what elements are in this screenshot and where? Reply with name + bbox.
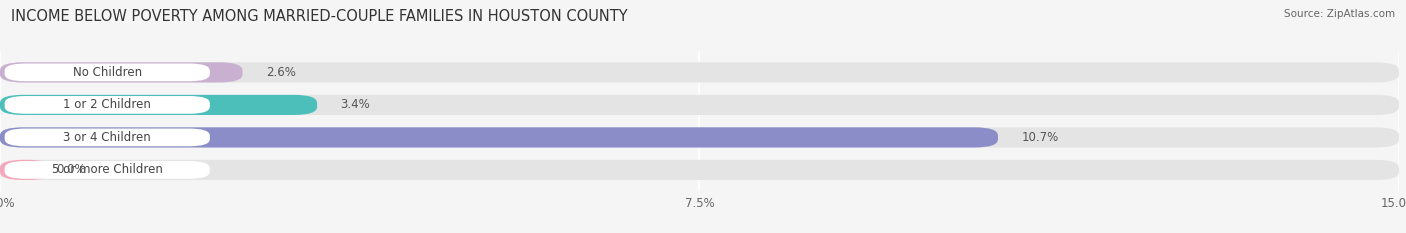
FancyBboxPatch shape [0,95,318,115]
FancyBboxPatch shape [4,64,209,81]
Text: 0.0%: 0.0% [56,163,86,176]
Text: 3.4%: 3.4% [340,98,370,111]
FancyBboxPatch shape [0,127,1399,147]
FancyBboxPatch shape [4,129,209,146]
FancyBboxPatch shape [0,62,242,82]
Text: INCOME BELOW POVERTY AMONG MARRIED-COUPLE FAMILIES IN HOUSTON COUNTY: INCOME BELOW POVERTY AMONG MARRIED-COUPL… [11,9,628,24]
Text: 10.7%: 10.7% [1021,131,1059,144]
FancyBboxPatch shape [0,160,1399,180]
Text: Source: ZipAtlas.com: Source: ZipAtlas.com [1284,9,1395,19]
FancyBboxPatch shape [0,127,998,147]
Text: 2.6%: 2.6% [266,66,295,79]
Text: 3 or 4 Children: 3 or 4 Children [63,131,150,144]
FancyBboxPatch shape [4,96,209,114]
Text: No Children: No Children [73,66,142,79]
FancyBboxPatch shape [0,62,1399,82]
FancyBboxPatch shape [0,160,51,180]
FancyBboxPatch shape [4,161,209,179]
Text: 1 or 2 Children: 1 or 2 Children [63,98,152,111]
FancyBboxPatch shape [0,95,1399,115]
Text: 5 or more Children: 5 or more Children [52,163,163,176]
